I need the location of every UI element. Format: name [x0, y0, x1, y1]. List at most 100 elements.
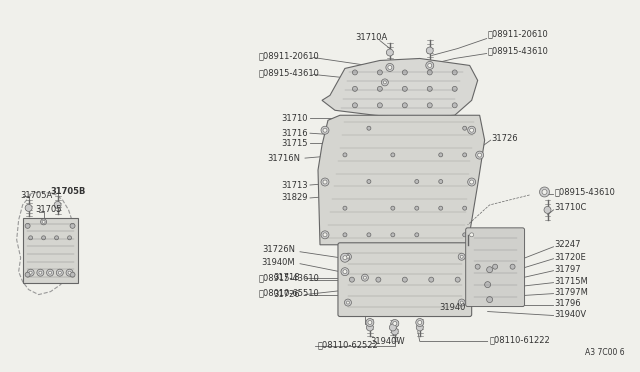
Circle shape: [416, 318, 424, 327]
Text: 31710C: 31710C: [554, 203, 587, 212]
Circle shape: [378, 86, 382, 92]
Circle shape: [403, 103, 407, 108]
Circle shape: [389, 324, 396, 331]
Circle shape: [391, 320, 399, 327]
Text: A3 7C00 6: A3 7C00 6: [585, 348, 625, 357]
Text: Ⓑ08110-62522: Ⓑ08110-62522: [318, 340, 379, 349]
Circle shape: [463, 126, 467, 130]
Circle shape: [344, 299, 351, 306]
Text: Ⓝ08911-20610: Ⓝ08911-20610: [488, 29, 548, 38]
FancyBboxPatch shape: [466, 228, 525, 307]
Circle shape: [47, 269, 54, 276]
Circle shape: [323, 233, 327, 237]
Text: Ⓦ08915-43610: Ⓦ08915-43610: [488, 46, 548, 55]
Circle shape: [391, 126, 395, 130]
Text: 31710A: 31710A: [355, 33, 387, 42]
Circle shape: [343, 256, 347, 260]
Text: 31715M: 31715M: [554, 277, 588, 286]
Circle shape: [353, 70, 357, 75]
Circle shape: [25, 223, 30, 228]
Circle shape: [418, 321, 422, 324]
Circle shape: [66, 269, 73, 276]
Circle shape: [455, 277, 460, 282]
Circle shape: [386, 64, 394, 71]
Polygon shape: [318, 115, 484, 245]
Text: 31705B: 31705B: [51, 187, 86, 196]
Text: 31940V: 31940V: [554, 310, 587, 319]
Circle shape: [323, 128, 327, 132]
Circle shape: [477, 153, 482, 157]
Circle shape: [367, 153, 371, 157]
Circle shape: [493, 264, 498, 269]
Circle shape: [387, 49, 394, 56]
Text: 31829: 31829: [282, 193, 308, 202]
Circle shape: [452, 70, 457, 75]
Circle shape: [388, 65, 392, 70]
Circle shape: [321, 178, 329, 186]
Circle shape: [416, 324, 423, 331]
Circle shape: [393, 321, 397, 326]
Circle shape: [391, 153, 395, 157]
Circle shape: [349, 277, 355, 282]
Circle shape: [439, 180, 443, 183]
Circle shape: [42, 236, 45, 240]
Circle shape: [428, 70, 432, 75]
Circle shape: [366, 318, 374, 327]
Text: 31705: 31705: [36, 205, 62, 214]
Circle shape: [40, 219, 47, 225]
Circle shape: [367, 126, 371, 130]
Circle shape: [468, 231, 476, 239]
Circle shape: [343, 270, 347, 274]
Circle shape: [343, 233, 347, 237]
Circle shape: [486, 267, 493, 273]
Circle shape: [484, 282, 491, 288]
Circle shape: [391, 233, 395, 237]
Circle shape: [463, 180, 467, 183]
Circle shape: [470, 233, 474, 237]
Circle shape: [39, 271, 42, 274]
Text: 31710: 31710: [282, 114, 308, 123]
Circle shape: [544, 206, 551, 214]
Circle shape: [429, 277, 434, 282]
Circle shape: [323, 180, 327, 184]
Circle shape: [364, 276, 366, 279]
Text: 31713: 31713: [282, 180, 308, 189]
Circle shape: [428, 64, 432, 67]
Circle shape: [475, 264, 480, 269]
Circle shape: [54, 236, 59, 240]
Text: 31716: 31716: [282, 129, 308, 138]
Circle shape: [403, 70, 407, 75]
Circle shape: [458, 299, 465, 306]
Circle shape: [468, 126, 476, 134]
Circle shape: [367, 206, 371, 210]
Circle shape: [476, 151, 484, 159]
Text: 31797M: 31797M: [554, 288, 588, 297]
Circle shape: [25, 272, 30, 277]
Text: Ⓦ08915-43610: Ⓦ08915-43610: [258, 68, 319, 77]
FancyBboxPatch shape: [338, 243, 472, 317]
Circle shape: [366, 324, 373, 331]
Circle shape: [27, 269, 34, 276]
Circle shape: [346, 255, 349, 258]
Circle shape: [540, 187, 550, 197]
Text: Ⓝ08911-20610: Ⓝ08911-20610: [258, 51, 319, 60]
Text: 31705A: 31705A: [20, 192, 53, 201]
Text: 31720E: 31720E: [554, 253, 586, 262]
Circle shape: [415, 233, 419, 237]
Text: 31726N: 31726N: [262, 245, 295, 254]
Circle shape: [321, 126, 329, 134]
Text: 31940: 31940: [440, 303, 466, 312]
Text: 31940W: 31940W: [371, 337, 405, 346]
Circle shape: [510, 264, 515, 269]
Circle shape: [439, 126, 443, 130]
Circle shape: [463, 153, 467, 157]
Text: 31940M: 31940M: [261, 258, 295, 267]
Circle shape: [343, 153, 347, 157]
Text: Ⓦ08915-43610: Ⓦ08915-43610: [258, 273, 319, 282]
Circle shape: [25, 205, 32, 211]
Circle shape: [468, 178, 476, 186]
Circle shape: [344, 253, 351, 260]
Circle shape: [452, 103, 457, 108]
Circle shape: [458, 253, 465, 260]
Text: 31726: 31726: [492, 134, 518, 143]
